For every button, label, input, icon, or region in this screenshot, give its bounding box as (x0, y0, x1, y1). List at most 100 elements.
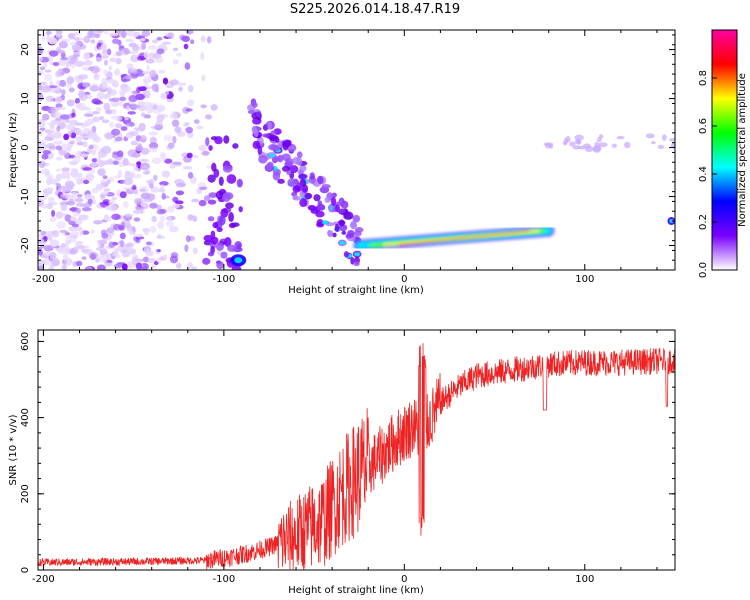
noise-blob (96, 156, 102, 165)
noise-blob (81, 207, 92, 212)
noise-blob (53, 120, 64, 124)
x-tick-label: 0 (401, 574, 407, 585)
track-blob (316, 218, 324, 227)
noise-blob (118, 162, 124, 168)
noise-blob (185, 235, 191, 243)
noise-blob (138, 122, 146, 131)
noise-blob (100, 247, 107, 251)
noise-blob (98, 46, 105, 50)
noise-blob (157, 234, 162, 239)
noise-blob (59, 229, 68, 233)
noise-blob (127, 111, 136, 115)
noise-blob (152, 104, 157, 110)
noise-blob (111, 97, 120, 103)
snr-series-line (38, 343, 675, 570)
noise-blob (75, 129, 83, 135)
track-blob (299, 190, 304, 198)
noise-blob (162, 254, 168, 260)
noise-blob (83, 113, 94, 117)
noise-blob (108, 121, 115, 128)
noise-blob (119, 191, 127, 199)
cluster-blob (208, 145, 213, 151)
noise-blob (198, 144, 207, 152)
noise-blob (63, 253, 69, 261)
colorbar-tick-label: 0.2 (698, 214, 709, 230)
noise-blob (51, 230, 60, 238)
noise-blob (55, 33, 62, 38)
noise-blob (76, 141, 84, 146)
noise-blob (52, 62, 60, 67)
noise-blob (61, 264, 67, 270)
cluster-blob (226, 174, 237, 184)
noise-blob (124, 222, 131, 229)
noise-blob (78, 93, 88, 101)
track-blob (289, 165, 299, 174)
track-blob (268, 144, 278, 151)
noise-blob (112, 151, 119, 155)
noise-blob (74, 173, 83, 182)
noise-blob (58, 41, 68, 49)
noise-blob (156, 257, 162, 263)
noise-blob (91, 199, 97, 205)
noise-blob (201, 150, 210, 156)
track-blob (286, 170, 292, 176)
noise-blob (198, 199, 207, 207)
noise-blob (117, 39, 122, 46)
noise-blob (66, 76, 75, 85)
track-blob (292, 185, 301, 193)
noise-blob (95, 56, 102, 63)
noise-blob (87, 30, 93, 39)
noise-blob (74, 122, 84, 126)
noise-blob (141, 30, 151, 37)
noise-blob (38, 56, 43, 62)
track-blob (268, 134, 279, 140)
cluster-blob (214, 136, 223, 145)
noise-blob (74, 97, 80, 104)
noise-blob (61, 167, 70, 172)
noise-blob (57, 106, 66, 111)
noise-blob (160, 153, 167, 162)
y-tick-label: 200 (20, 484, 31, 503)
noise-blob (127, 248, 137, 255)
noise-blob (107, 86, 112, 95)
noise-blob (59, 79, 67, 88)
noise-blob (89, 85, 100, 92)
cluster-blob (216, 227, 223, 233)
noise-blob (167, 142, 175, 149)
noise-blob (48, 145, 56, 151)
noise-blob (47, 37, 58, 45)
noise-blob (129, 50, 139, 55)
noise-blob (38, 85, 43, 91)
noise-blob (90, 65, 100, 74)
track-blob (309, 172, 315, 180)
noise-blob (193, 119, 200, 124)
noise-blob (63, 133, 70, 141)
noise-blob (64, 214, 72, 223)
noise-blob (171, 203, 180, 209)
noise-blob (39, 66, 46, 71)
x-tick-label: -200 (32, 574, 55, 585)
noise-blob (47, 122, 55, 126)
noise-blob (80, 248, 91, 253)
track-blob (350, 237, 356, 242)
noise-blob (40, 230, 47, 236)
noise-blob (41, 153, 49, 160)
noise-blob (153, 174, 158, 182)
track-blob (289, 161, 294, 166)
noise-blob (87, 130, 97, 137)
track-blob (330, 196, 337, 206)
y-tick-label: 0 (20, 144, 31, 150)
noise-blob (191, 198, 200, 203)
noise-blob (101, 191, 109, 196)
noise-blob (156, 36, 163, 41)
noise-blob (175, 52, 183, 57)
noise-blob (101, 119, 110, 124)
noise-blob (60, 52, 66, 59)
noise-blob (60, 203, 68, 212)
x-tick-label: 100 (575, 274, 594, 285)
track-blob (281, 165, 291, 172)
noise-blob (45, 95, 54, 102)
noise-blob (48, 50, 59, 57)
noise-blob (57, 247, 67, 255)
